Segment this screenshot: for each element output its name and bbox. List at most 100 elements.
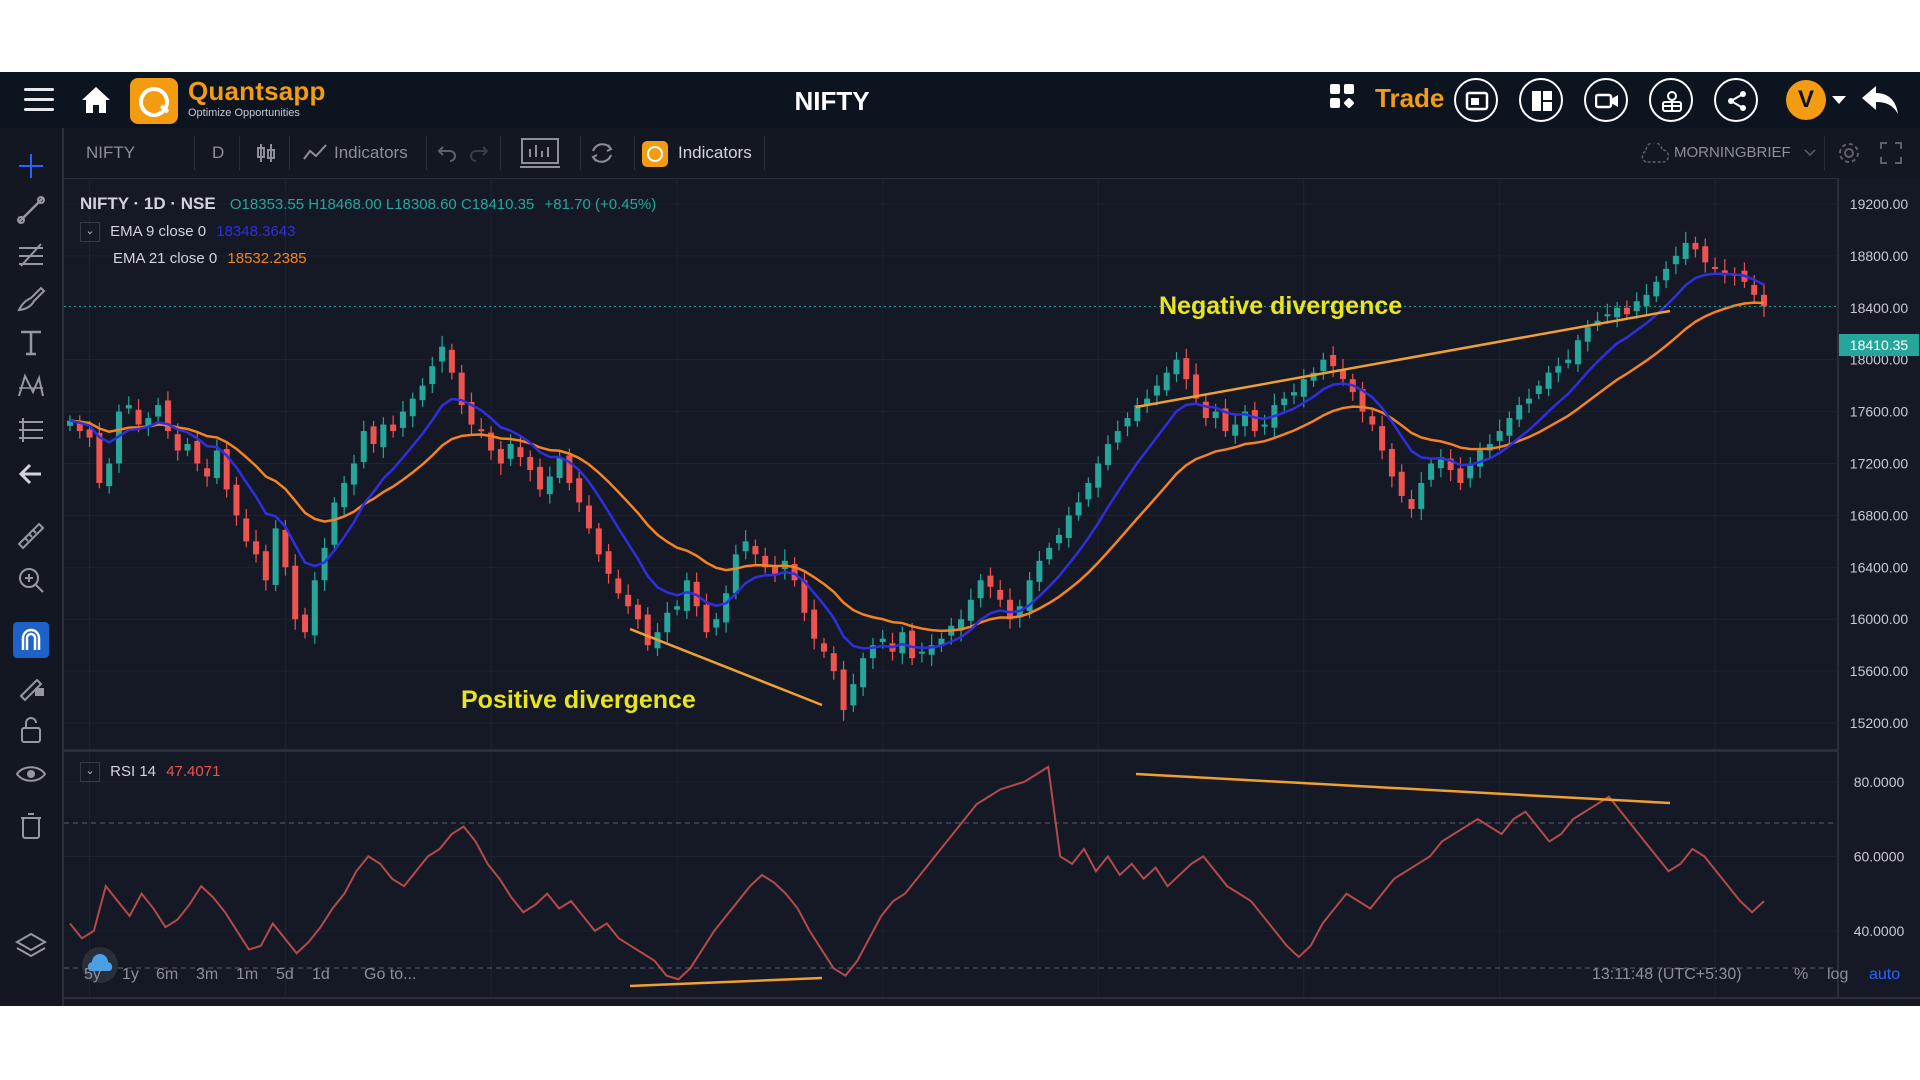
timeframe-3m[interactable]: 3m [196, 966, 219, 983]
candle-body [1751, 284, 1758, 295]
ema9-legend: ⌄ EMA 9 close 0 18348.3643 [80, 222, 295, 242]
symbol-search[interactable]: NIFTY [86, 143, 136, 162]
strategy-button[interactable] [1649, 78, 1693, 122]
chevron-down-icon[interactable] [1804, 148, 1816, 158]
candle-body [1614, 307, 1621, 318]
candle-body [155, 405, 162, 417]
lock-drawing-icon[interactable] [13, 668, 49, 704]
last-price-label: 18410.35 [1850, 337, 1909, 353]
morningbrief-layout[interactable]: MORNINGBRIEF [1674, 144, 1791, 161]
brush-icon[interactable] [13, 280, 49, 316]
candle-body [1477, 450, 1484, 467]
hamburger-icon[interactable] [22, 86, 56, 114]
legend-symbol: NIFTY · 1D · NSE [80, 194, 216, 213]
undo-icon[interactable] [437, 143, 457, 163]
log-toggle[interactable]: log [1827, 966, 1849, 983]
candle-body [1398, 471, 1405, 496]
chevron-down-icon[interactable]: ⌄ [80, 762, 100, 782]
candle-body [1261, 424, 1268, 427]
auto-toggle[interactable]: auto [1869, 966, 1901, 983]
ema21-value: 18532.2385 [227, 250, 307, 267]
back-arrow-icon[interactable] [13, 456, 49, 492]
magnet-icon[interactable] [13, 622, 49, 658]
chart-area[interactable]: 19200.00 18800.00 18400.00 18000.00 17600.00… [64, 178, 1920, 1006]
candle-body [380, 424, 387, 448]
grid-icon[interactable] [1330, 84, 1358, 112]
candle-body [1428, 463, 1435, 480]
candle-body [1300, 379, 1307, 397]
candle-body [272, 528, 279, 585]
negative-divergence-annotation: Negative divergence [1159, 292, 1403, 320]
home-icon[interactable] [78, 82, 114, 118]
candle-body [742, 541, 749, 552]
candle-body [223, 448, 230, 490]
cloud-icon[interactable] [1638, 143, 1670, 165]
candle-body [458, 372, 465, 406]
fullscreen-icon[interactable] [1879, 141, 1903, 165]
candle-body [967, 599, 974, 621]
trend-line-icon[interactable] [13, 192, 49, 228]
pattern-icon[interactable] [13, 368, 49, 404]
candle-body [820, 643, 827, 652]
window-button[interactable] [1454, 78, 1498, 122]
candle-body [262, 551, 269, 581]
candle-body [1486, 444, 1493, 451]
snapshot-icon[interactable] [518, 137, 562, 171]
crosshair-icon[interactable] [13, 148, 49, 184]
brand-tagline: Optimize Opportunities [188, 107, 300, 119]
candle-body [1290, 392, 1297, 396]
text-icon[interactable] [13, 324, 49, 360]
candle-body [1114, 431, 1121, 443]
candle-body [1496, 431, 1503, 441]
candle-body [96, 432, 103, 483]
timeframe-5y[interactable]: 5y [84, 966, 101, 983]
quantsapp-indicators-button[interactable]: Indicators [678, 143, 752, 162]
trash-icon[interactable] [13, 808, 49, 844]
candle-body [1525, 398, 1532, 404]
cloud-sync-icon[interactable] [82, 947, 118, 983]
fib-icon[interactable] [13, 236, 49, 272]
trade-button[interactable]: Trade [1375, 83, 1445, 113]
candle-body [1565, 359, 1572, 364]
indicators-icon[interactable] [302, 141, 328, 165]
candle-body [595, 528, 602, 555]
percent-toggle[interactable]: % [1794, 966, 1809, 983]
avatar[interactable]: V [1786, 80, 1826, 120]
layers-icon[interactable] [13, 928, 49, 964]
eye-icon[interactable] [13, 756, 49, 792]
refresh-icon[interactable] [588, 139, 616, 167]
candle-body [752, 546, 759, 555]
interval-selector[interactable]: D [212, 143, 225, 162]
rsi-axis: 80.0000 60.0000 40.0000 [1854, 774, 1905, 939]
timeframe-6m[interactable]: 6m [156, 966, 179, 983]
indicators-button[interactable]: Indicators [334, 143, 408, 162]
prediction-icon[interactable] [13, 412, 49, 448]
timeframe-5d[interactable]: 5d [276, 966, 294, 983]
candle-body [478, 429, 485, 432]
timeframe-goto[interactable]: Go to... [364, 966, 417, 983]
share-button[interactable] [1714, 78, 1758, 122]
timeframe-1d[interactable]: 1d [312, 966, 330, 983]
video-button[interactable] [1584, 78, 1628, 122]
redo-icon[interactable] [469, 143, 489, 163]
drawing-toolbar [0, 128, 64, 1006]
candle-body [448, 349, 455, 373]
chevron-down-icon[interactable]: ⌄ [80, 222, 100, 242]
layout-button[interactable] [1519, 78, 1563, 122]
candle-body [1584, 327, 1591, 342]
gear-icon[interactable] [1836, 140, 1862, 166]
quantsapp-indicators-icon[interactable] [642, 141, 668, 167]
timeframe-1y[interactable]: 1y [122, 966, 139, 983]
chevron-down-icon[interactable] [1832, 96, 1846, 104]
pos-divergence-rsi-line [629, 976, 823, 988]
zoom-in-icon[interactable] [13, 562, 49, 598]
video-icon [1595, 93, 1618, 109]
candle-body [1692, 242, 1699, 250]
candle-style-icon[interactable] [254, 141, 278, 165]
timeframe-1m[interactable]: 1m [236, 966, 259, 983]
ruler-icon[interactable] [13, 518, 49, 554]
candle-body [1467, 463, 1474, 479]
lock-icon[interactable] [13, 712, 49, 748]
chart-canvas[interactable]: 19200.0018800.0018400.0018000.0017600.00… [64, 178, 1920, 1006]
back-arrow-icon[interactable] [1860, 82, 1900, 118]
